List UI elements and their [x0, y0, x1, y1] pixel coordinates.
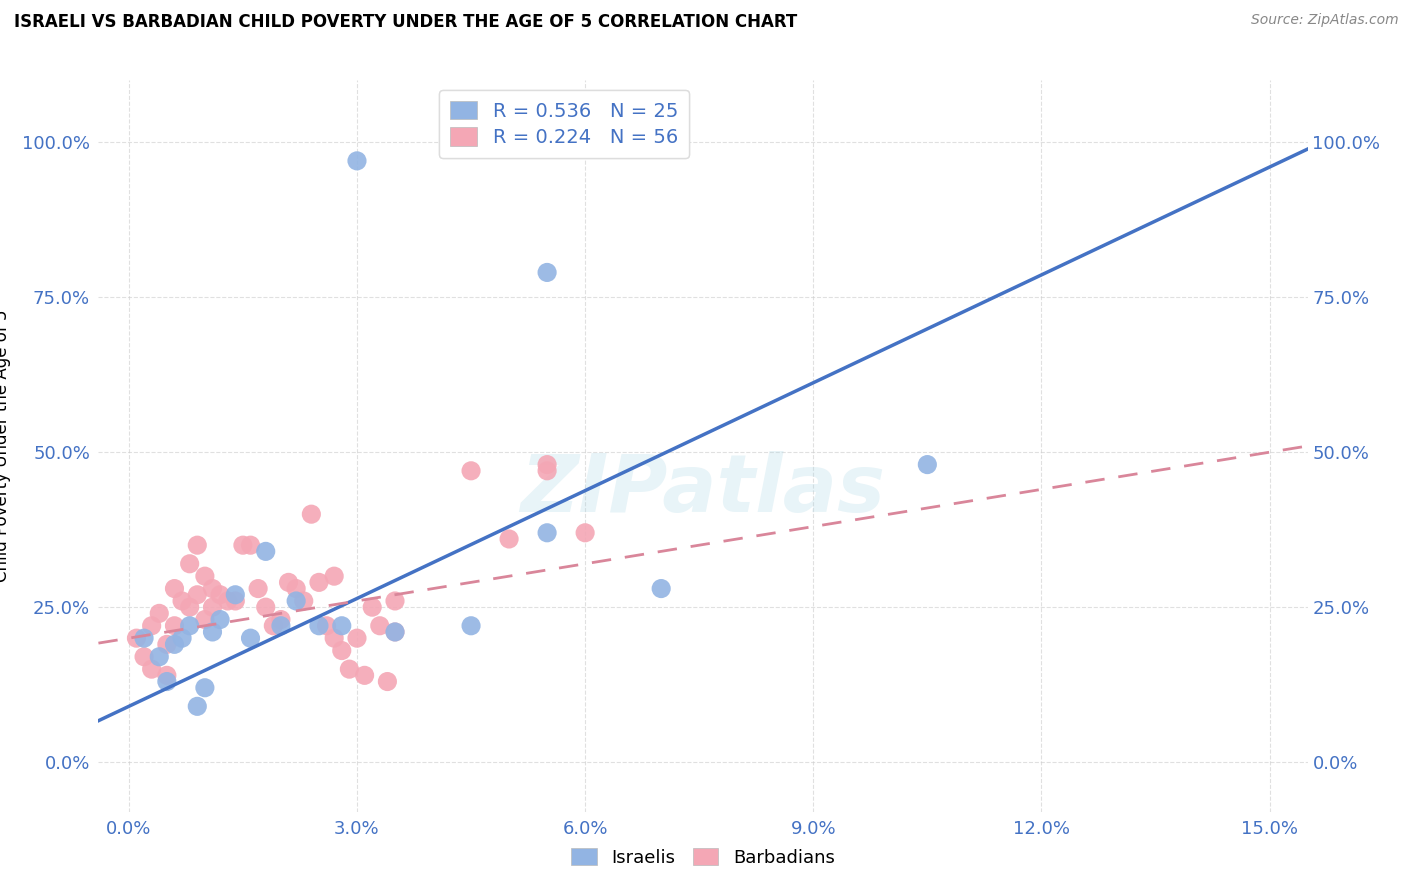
- Point: [148, 649, 170, 664]
- Point: [498, 532, 520, 546]
- Text: ISRAELI VS BARBADIAN CHILD POVERTY UNDER THE AGE OF 5 CORRELATION CHART: ISRAELI VS BARBADIAN CHILD POVERTY UNDER…: [14, 13, 797, 31]
- Point: [330, 643, 353, 657]
- Point: [323, 631, 346, 645]
- Point: [125, 631, 148, 645]
- Point: [232, 538, 254, 552]
- Point: [224, 594, 246, 608]
- Y-axis label: Child Poverty Under the Age of 5: Child Poverty Under the Age of 5: [0, 310, 11, 582]
- Point: [179, 557, 201, 571]
- Point: [536, 265, 558, 279]
- Point: [163, 619, 186, 633]
- Point: [201, 624, 224, 639]
- Point: [536, 464, 558, 478]
- Point: [194, 613, 217, 627]
- Point: [156, 674, 179, 689]
- Point: [460, 619, 482, 633]
- Point: [262, 619, 284, 633]
- Point: [194, 569, 217, 583]
- Text: Source: ZipAtlas.com: Source: ZipAtlas.com: [1251, 13, 1399, 28]
- Point: [377, 674, 399, 689]
- Point: [186, 699, 208, 714]
- Point: [574, 525, 596, 540]
- Text: ZIPatlas: ZIPatlas: [520, 450, 886, 529]
- Point: [292, 594, 315, 608]
- Point: [270, 619, 292, 633]
- Point: [285, 582, 308, 596]
- Point: [209, 613, 232, 627]
- Point: [170, 631, 193, 645]
- Point: [239, 631, 262, 645]
- Point: [254, 600, 277, 615]
- Point: [209, 588, 232, 602]
- Point: [194, 681, 217, 695]
- Point: [361, 600, 384, 615]
- Point: [536, 458, 558, 472]
- Point: [323, 569, 346, 583]
- Point: [239, 538, 262, 552]
- Point: [179, 619, 201, 633]
- Point: [337, 662, 360, 676]
- Point: [308, 619, 330, 633]
- Point: [163, 582, 186, 596]
- Point: [346, 631, 368, 645]
- Point: [346, 153, 368, 168]
- Point: [299, 507, 322, 521]
- Point: [384, 624, 406, 639]
- Point: [141, 619, 163, 633]
- Point: [650, 582, 672, 596]
- Point: [148, 607, 170, 621]
- Point: [254, 544, 277, 558]
- Point: [217, 594, 239, 608]
- Point: [270, 613, 292, 627]
- Legend: Israelis, Barbadians: Israelis, Barbadians: [564, 841, 842, 874]
- Point: [917, 458, 939, 472]
- Point: [141, 662, 163, 676]
- Point: [186, 538, 208, 552]
- Point: [224, 588, 246, 602]
- Point: [384, 624, 406, 639]
- Point: [156, 668, 179, 682]
- Point: [247, 582, 270, 596]
- Point: [132, 631, 155, 645]
- Legend: R = 0.536   N = 25, R = 0.224   N = 56: R = 0.536 N = 25, R = 0.224 N = 56: [439, 90, 689, 158]
- Point: [384, 594, 406, 608]
- Point: [179, 600, 201, 615]
- Point: [163, 637, 186, 651]
- Point: [285, 594, 308, 608]
- Point: [201, 582, 224, 596]
- Point: [132, 649, 155, 664]
- Point: [460, 464, 482, 478]
- Point: [170, 594, 193, 608]
- Point: [353, 668, 375, 682]
- Point: [201, 600, 224, 615]
- Point: [277, 575, 299, 590]
- Point: [186, 588, 208, 602]
- Point: [368, 619, 391, 633]
- Point: [156, 637, 179, 651]
- Point: [315, 619, 337, 633]
- Point: [308, 575, 330, 590]
- Point: [536, 525, 558, 540]
- Point: [330, 619, 353, 633]
